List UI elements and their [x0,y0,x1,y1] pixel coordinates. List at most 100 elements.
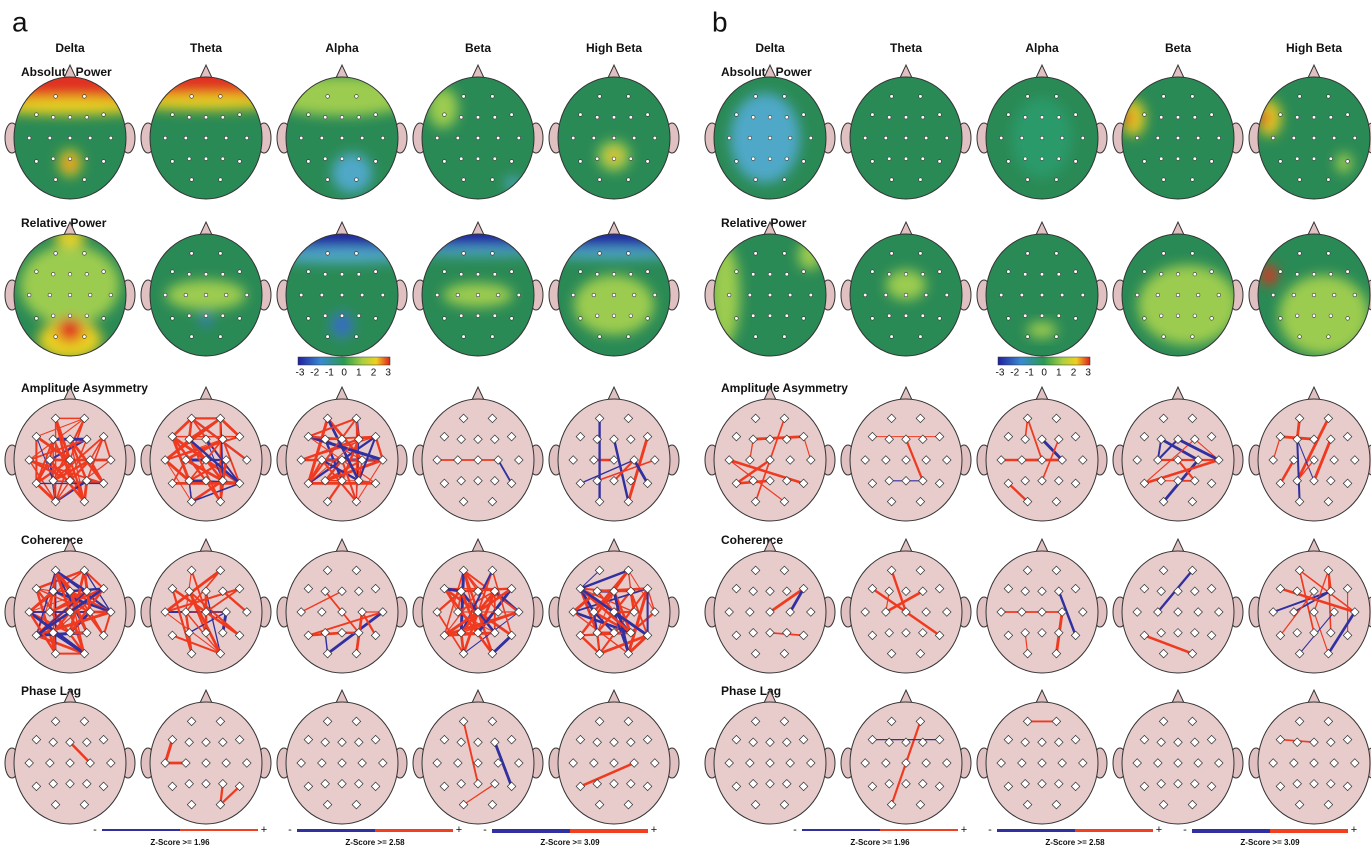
electrode [903,135,909,141]
electrode [1156,628,1166,638]
electrode [84,313,89,318]
connection [1279,459,1295,485]
electrode [1156,779,1166,789]
head [840,537,972,674]
electrode [203,272,209,277]
electrode [351,716,362,727]
electrode [1051,565,1062,576]
electrode [201,628,211,638]
electrode [1206,630,1217,641]
electrode [798,781,809,792]
electrode [748,779,758,789]
electrode [609,476,619,486]
electrode [767,135,773,141]
electrode [782,628,792,638]
colorbar-tick: 0 [1041,368,1047,379]
electrode [1020,434,1030,444]
electrode [1328,272,1333,277]
electrode [439,583,450,594]
legend-minus: - [483,824,487,836]
electrode [459,272,464,277]
electrode [296,758,306,768]
colorbar-tick: 3 [385,368,391,379]
connection [164,435,240,461]
electrode [1342,478,1353,489]
electrode [801,112,806,117]
electrode [184,628,194,638]
electrode [490,334,495,339]
electrode [203,292,209,298]
electrode [920,313,925,318]
electrode [475,135,481,141]
electrode [167,583,178,594]
connection [89,459,105,484]
electrode [1022,565,1033,576]
head [548,220,680,357]
electrode [1190,476,1200,486]
electrode [629,607,639,617]
electrode [1019,292,1024,298]
zscore-label: Z-Score >= 1.96 [150,838,210,847]
electrode [1161,251,1166,256]
connection [187,590,222,655]
electrode [727,135,732,141]
electrode [1206,734,1217,745]
electrode [806,607,816,617]
electrode [351,799,362,810]
electrode [1294,496,1305,507]
electrode [186,799,197,810]
row-label: Phase Lag [21,684,81,698]
electrode [1345,269,1350,274]
electrode [320,779,330,789]
electrode [1328,115,1333,120]
electrode [1209,316,1214,321]
head [276,220,408,357]
electrode [870,316,875,321]
head [976,220,1108,357]
electrode [724,607,734,617]
electrode [1017,758,1027,768]
head [140,688,272,825]
row-label: Coherence [21,533,83,547]
electrode [31,781,42,792]
scalp-outline [985,76,1099,200]
electrode [1161,94,1166,99]
connection [627,634,649,655]
electrode [592,779,602,789]
connection [497,459,513,484]
electrode [731,583,742,594]
electrode [1352,292,1357,298]
electrode [82,586,92,596]
electrode [237,112,242,117]
electrode [765,476,775,486]
electrode [34,159,39,164]
electrode [798,630,809,641]
electrode [45,607,55,617]
electrode [788,292,793,298]
electrode [901,434,911,444]
colorbar-tick: -2 [1010,368,1019,379]
electrode [1323,413,1334,424]
zscore-bar [297,829,453,832]
electrode [1158,799,1169,810]
electrode [1060,135,1065,141]
electrode [727,292,732,298]
electrode [920,272,925,277]
electrode [320,476,330,486]
electrode [626,779,636,789]
colorbar-tick: 1 [1056,368,1062,379]
electrode [1020,586,1030,596]
electrode [490,586,500,596]
electrode [187,272,192,277]
electrode [1139,478,1150,489]
electrode [592,476,602,486]
connection [593,611,615,634]
electrode [1017,455,1027,465]
electrode [568,455,578,465]
connection [164,459,193,502]
electrode [578,316,583,321]
connection [459,590,480,634]
electrode [642,583,653,594]
blur-layer [886,270,926,300]
electrode [51,313,56,318]
